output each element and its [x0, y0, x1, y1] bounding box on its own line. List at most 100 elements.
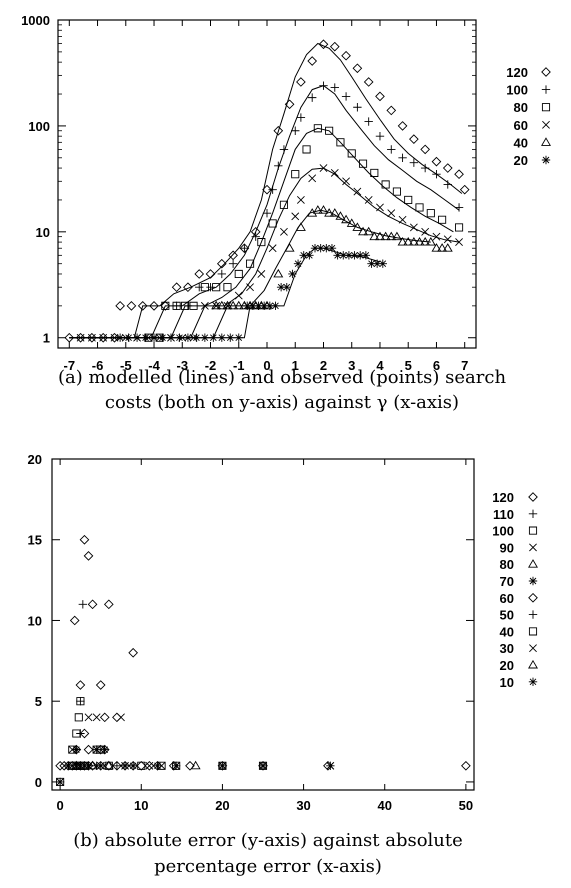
- a-point-20: [293, 259, 303, 268]
- a-x-tick-label: 3: [348, 358, 355, 373]
- b-legend-marker-100: [528, 526, 538, 535]
- a-point-60: [409, 223, 418, 232]
- panel-b-chart: 0 10 20 30 40 5005101520120110100908070605040…: [28, 452, 538, 813]
- b-point-triangle: [103, 760, 114, 770]
- a-point-40: [408, 236, 419, 246]
- a-point-80: [325, 126, 334, 135]
- a-point-100: [195, 283, 204, 292]
- a-point-120: [341, 50, 351, 61]
- a-series-line-60: [69, 167, 460, 339]
- a-legend-marker-120: [541, 67, 551, 77]
- a-point-40: [295, 222, 306, 231]
- a-point-120: [307, 56, 318, 66]
- b-y-tick-label: 15: [28, 533, 42, 548]
- b-point-diamond: [87, 599, 98, 610]
- b-point-star: [64, 761, 73, 770]
- a-point-120: [262, 184, 272, 195]
- a-point-80: [268, 219, 277, 228]
- a-point-120: [149, 301, 159, 311]
- a-point-20: [217, 333, 227, 342]
- a-point-20: [316, 244, 325, 253]
- b-plot-frame: [51, 458, 475, 791]
- a-point-120: [160, 301, 171, 311]
- b-point-diamond: [95, 680, 106, 690]
- b-point-diamond: [75, 680, 86, 690]
- a-x-tick-label: 5: [405, 358, 412, 373]
- a-x-tick-label: 1: [292, 358, 299, 373]
- a-point-100: [251, 232, 260, 241]
- b-point-diamond: [185, 760, 195, 771]
- a-point-80: [415, 203, 424, 212]
- a-point-120: [205, 269, 216, 279]
- a-point-80: [347, 149, 356, 158]
- a-point-40: [380, 231, 391, 241]
- b-point-star: [218, 761, 227, 770]
- a-point-120: [87, 332, 97, 343]
- a-x-tick-label: -1: [233, 358, 245, 373]
- a-series-line-20: [69, 247, 381, 339]
- b-x-tick-label: 0: [56, 798, 63, 813]
- a-point-80: [404, 195, 413, 204]
- b-legend-label: 70: [500, 574, 514, 589]
- a-point-120: [75, 332, 86, 343]
- b-point-cross: [117, 713, 125, 722]
- b-legend-marker-50: [528, 610, 538, 619]
- b-x-tick-label: 10: [134, 798, 148, 813]
- b-legend-label: 80: [500, 557, 514, 572]
- a-point-120: [442, 163, 453, 173]
- b-legend-label: 40: [500, 624, 514, 639]
- a-point-100: [296, 113, 306, 122]
- b-x-tick-label: 40: [377, 798, 391, 813]
- a-x-tick-label: -2: [205, 358, 217, 373]
- a-point-20: [124, 333, 133, 342]
- b-point-plus: [112, 761, 122, 770]
- a-legend-label: 40: [514, 135, 528, 150]
- a-point-20: [166, 333, 176, 342]
- a-point-100: [409, 158, 419, 167]
- b-point-diamond: [83, 551, 94, 561]
- a-point-40: [352, 222, 363, 231]
- a-point-60: [212, 301, 221, 310]
- a-point-80: [161, 301, 170, 310]
- b-point-diamond: [69, 615, 80, 626]
- a-point-100: [375, 131, 385, 141]
- a-legend-marker-40: [541, 137, 551, 146]
- b-point-square: [137, 761, 146, 770]
- a-point-20: [149, 333, 159, 342]
- b-legend-label: 110: [493, 507, 514, 522]
- a-legend-marker-80: [541, 103, 551, 112]
- a-point-40: [273, 268, 284, 278]
- b-point-diamond: [55, 760, 65, 771]
- a-series-line-40: [69, 209, 431, 339]
- a-x-tick-label: 4: [376, 358, 384, 373]
- a-point-20: [141, 333, 150, 342]
- a-point-60: [280, 227, 288, 236]
- a-point-120: [318, 39, 329, 50]
- a-x-tick-label: 6: [433, 358, 440, 373]
- a-point-120: [352, 63, 363, 74]
- a-point-20: [276, 283, 286, 292]
- a-point-120: [109, 332, 120, 343]
- a-point-100: [319, 81, 328, 90]
- a-point-100: [443, 180, 452, 189]
- a-point-120: [329, 41, 340, 52]
- b-x-tick-label: 20: [215, 798, 229, 813]
- b-point-triangle: [87, 760, 98, 770]
- a-point-100: [330, 83, 339, 92]
- b-y-tick-label: 5: [35, 694, 42, 709]
- a-point-20: [243, 301, 252, 311]
- a-point-20: [175, 333, 184, 342]
- a-point-120: [431, 156, 442, 167]
- a-point-40: [284, 243, 295, 252]
- a-y-tick-label: 1000: [21, 13, 50, 28]
- a-point-60: [319, 164, 328, 172]
- a-point-20: [209, 333, 218, 342]
- a-point-120: [397, 121, 408, 131]
- a-point-40: [341, 214, 352, 224]
- a-legend-marker-100: [541, 85, 551, 94]
- a-point-60: [387, 209, 396, 218]
- a-point-20: [259, 301, 269, 311]
- a-point-60: [342, 177, 350, 186]
- a-point-100: [387, 145, 396, 154]
